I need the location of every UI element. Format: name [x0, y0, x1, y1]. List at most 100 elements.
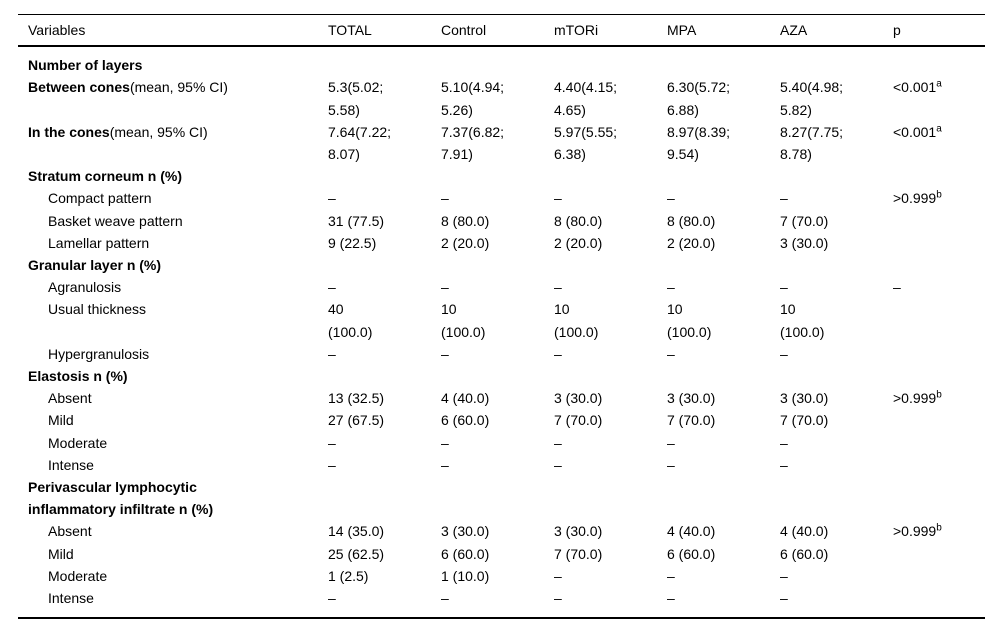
total-cell: –: [328, 345, 336, 362]
row-label: Basket weave pattern: [48, 212, 183, 229]
aza-cell: [780, 254, 893, 276]
mpa-cell: 10 (100.0): [667, 301, 712, 340]
aza-cell: 3 (30.0): [780, 234, 829, 251]
total-cell: 13 (32.5): [328, 390, 385, 407]
mpa-cell: –: [667, 456, 675, 473]
p-cell: [893, 46, 985, 76]
mpa-cell: –: [667, 434, 675, 451]
mpa-cell: [667, 476, 780, 520]
table-row: Granular layer n (%): [18, 254, 985, 276]
aza-cell: –: [780, 567, 788, 584]
p-value: >0.999: [893, 190, 937, 207]
control-cell: 7.37(6.82; 7.91): [441, 123, 505, 163]
mtori-cell: [554, 365, 667, 387]
column-header-mtori: mTORi: [554, 14, 667, 48]
p-cell: >0.999b: [893, 520, 985, 542]
p-cell: >0.999b: [893, 387, 985, 409]
column-header-aza: AZA: [780, 14, 893, 48]
table-body: Number of layers Between cones(mean, 95%…: [18, 46, 985, 618]
p-cell: [893, 476, 985, 520]
row-label: Intense: [48, 590, 94, 607]
table-row: In the cones(mean, 95% CI) 7.64(7.22; 8.…: [18, 121, 985, 165]
row-label: Number of layers: [28, 57, 143, 74]
control-cell: –: [441, 456, 449, 473]
row-label: Mild: [48, 412, 74, 429]
table-row: Mild 25 (62.5) 6 (60.0) 7 (70.0) 6 (60.0…: [18, 543, 985, 565]
p-cell: [893, 543, 985, 565]
table-row: Moderate 1 (2.5) 1 (10.0) – – –: [18, 565, 985, 587]
variable-cell: Intense: [18, 454, 328, 476]
total-cell: 27 (67.5): [328, 412, 385, 429]
control-cell: [441, 365, 554, 387]
table-row: Absent 14 (35.0) 3 (30.0) 3 (30.0) 4 (40…: [18, 520, 985, 542]
control-cell: –: [441, 434, 449, 451]
table-header: Variables TOTAL Control mTORi MPA AZA p: [18, 14, 985, 48]
variable-cell: Mild: [18, 543, 328, 565]
variable-cell: Hypergranulosis: [18, 343, 328, 365]
total-cell: 31 (77.5): [328, 212, 385, 229]
aza-cell: 10 (100.0): [780, 301, 825, 340]
variable-cell: Granular layer n (%): [18, 254, 328, 276]
table-row: Mild 27 (67.5) 6 (60.0) 7 (70.0) 7 (70.0…: [18, 409, 985, 431]
mpa-cell: [667, 46, 780, 76]
row-label: Granular layer n (%): [28, 257, 162, 274]
mtori-cell: 7 (70.0): [554, 412, 603, 429]
p-superscript: b: [936, 389, 942, 401]
aza-cell: [780, 365, 893, 387]
variable-cell: Absent: [18, 387, 328, 409]
mpa-cell: 8 (80.0): [667, 212, 716, 229]
aza-cell: 7 (70.0): [780, 412, 829, 429]
total-cell: [328, 254, 441, 276]
row-label: Absent: [48, 390, 92, 407]
control-cell: 6 (60.0): [441, 545, 490, 562]
row-label: Lamellar pattern: [48, 234, 150, 251]
control-cell: 10 (100.0): [441, 301, 486, 340]
total-cell: [328, 365, 441, 387]
control-cell: 6 (60.0): [441, 412, 490, 429]
variable-cell: Intense: [18, 587, 328, 618]
control-cell: 8 (80.0): [441, 212, 490, 229]
mpa-cell: –: [667, 279, 675, 296]
aza-cell: 6 (60.0): [780, 545, 829, 562]
total-cell: –: [328, 190, 336, 207]
row-label: Absent: [48, 523, 92, 540]
mtori-cell: –: [554, 590, 562, 607]
total-cell: –: [328, 590, 336, 607]
variable-cell: Lamellar pattern: [18, 232, 328, 254]
aza-cell: 3 (30.0): [780, 390, 829, 407]
mtori-cell: [554, 165, 667, 187]
p-cell: <0.001a: [893, 76, 985, 120]
variable-cell: Number of layers: [18, 46, 328, 76]
table-row: Elastosis n (%): [18, 365, 985, 387]
control-cell: –: [441, 190, 449, 207]
aza-cell: 5.40(4.98; 5.82): [780, 79, 844, 118]
column-header-total: TOTAL: [328, 14, 441, 48]
mpa-cell: 6.30(5.72; 6.88): [667, 79, 731, 118]
aza-cell: –: [780, 279, 788, 296]
p-cell: [893, 232, 985, 254]
p-cell: [893, 587, 985, 618]
control-cell: 2 (20.0): [441, 234, 490, 251]
total-cell: 7.64(7.22; 8.07): [328, 123, 392, 163]
mtori-cell: 4.40(4.15; 4.65): [554, 79, 618, 118]
p-cell: [893, 254, 985, 276]
mtori-cell: –: [554, 190, 562, 207]
table-row: Absent 13 (32.5) 4 (40.0) 3 (30.0) 3 (30…: [18, 387, 985, 409]
row-label: Hypergranulosis: [48, 345, 150, 362]
variable-cell: Usual thickness: [18, 298, 328, 342]
row-label: Between cones: [28, 79, 130, 96]
aza-cell: –: [780, 345, 788, 362]
mtori-cell: 7 (70.0): [554, 545, 603, 562]
row-label: Moderate: [48, 434, 108, 451]
variable-cell: In the cones(mean, 95% CI): [18, 121, 328, 165]
table-row: Moderate – – – – –: [18, 432, 985, 454]
p-cell: [893, 210, 985, 232]
table-row: Compact pattern – – – – – >0.999b: [18, 187, 985, 209]
mpa-cell: 7 (70.0): [667, 412, 716, 429]
variable-cell: Absent: [18, 520, 328, 542]
aza-cell: [780, 476, 893, 520]
row-label: Mild: [48, 545, 74, 562]
mpa-cell: 4 (40.0): [667, 523, 716, 540]
control-cell: 5.10(4.94; 5.26): [441, 79, 505, 118]
mtori-cell: [554, 254, 667, 276]
